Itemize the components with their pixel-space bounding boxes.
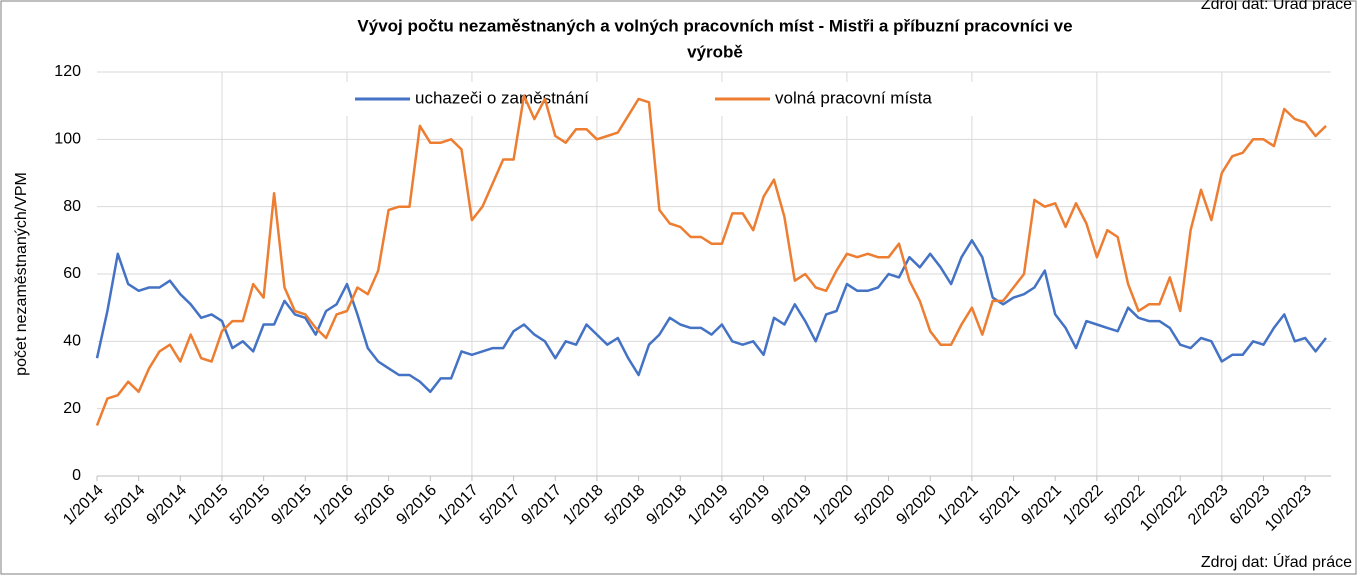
y-tick-label: 40	[63, 333, 81, 350]
legend-label: uchazeči o zaměstnání	[415, 88, 589, 107]
y-tick-label: 60	[63, 265, 81, 282]
y-tick-label: 100	[54, 131, 81, 148]
series-line	[95, 239, 1327, 394]
series-line	[95, 94, 1327, 426]
y-axis-label: počet nezaměstnaných/VPM	[13, 172, 30, 376]
chart-title: výrobě	[687, 42, 743, 61]
y-tick-label: 120	[54, 63, 81, 80]
legend-label: volná pracovní místa	[775, 88, 932, 107]
source-clipped: Zdroj dat: Úřad práce	[1201, 0, 1352, 13]
legend-bg	[345, 82, 1025, 116]
y-tick-label: 20	[63, 400, 81, 417]
chart-title: Vývoj počtu nezaměstnaných a volných pra…	[357, 16, 1072, 35]
y-tick-label: 0	[72, 467, 81, 484]
source: Zdroj dat: Úřad práce	[1201, 552, 1352, 571]
y-tick-label: 80	[63, 198, 81, 215]
